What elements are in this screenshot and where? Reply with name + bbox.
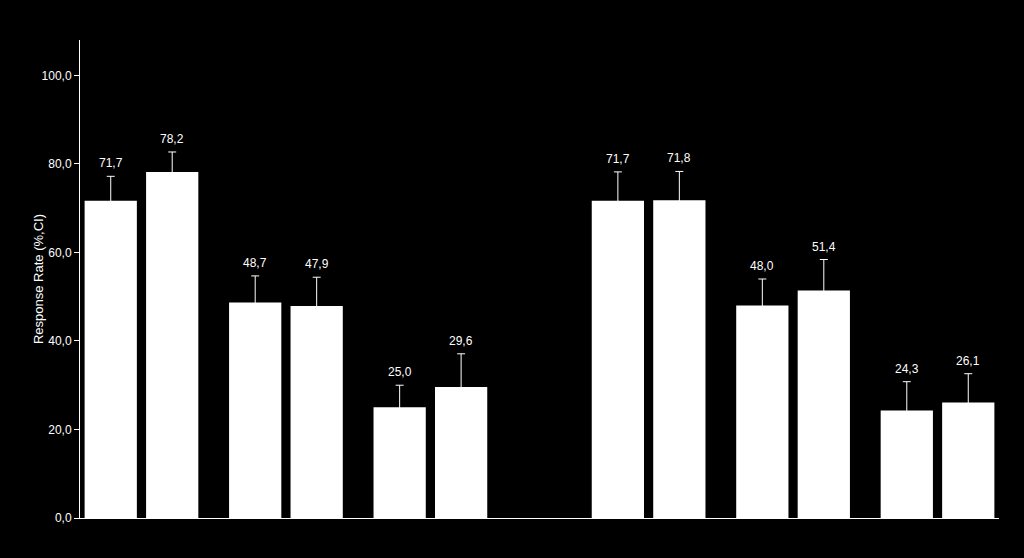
svg-text:47,9: 47,9 — [305, 257, 329, 271]
svg-text:71,7: 71,7 — [99, 156, 123, 170]
svg-text:100,0: 100,0 — [42, 69, 72, 83]
svg-text:71,7: 71,7 — [606, 152, 630, 166]
svg-text:0,0: 0,0 — [55, 511, 72, 525]
svg-text:48,7: 48,7 — [243, 256, 267, 270]
svg-text:29,6: 29,6 — [449, 334, 473, 348]
svg-text:78,2: 78,2 — [160, 132, 184, 146]
svg-text:40,0: 40,0 — [48, 334, 72, 348]
svg-text:20,0: 20,0 — [48, 423, 72, 437]
svg-text:26,1: 26,1 — [956, 354, 980, 368]
svg-text:51,4: 51,4 — [812, 240, 836, 254]
svg-text:Response Rate (%,CI): Response Rate (%,CI) — [31, 214, 46, 344]
svg-text:48,0: 48,0 — [750, 259, 774, 273]
svg-text:80,0: 80,0 — [48, 157, 72, 171]
svg-text:71,8: 71,8 — [667, 151, 691, 165]
svg-text:60,0: 60,0 — [48, 246, 72, 260]
svg-text:25,0: 25,0 — [388, 365, 412, 379]
svg-text:24,3: 24,3 — [895, 362, 919, 376]
